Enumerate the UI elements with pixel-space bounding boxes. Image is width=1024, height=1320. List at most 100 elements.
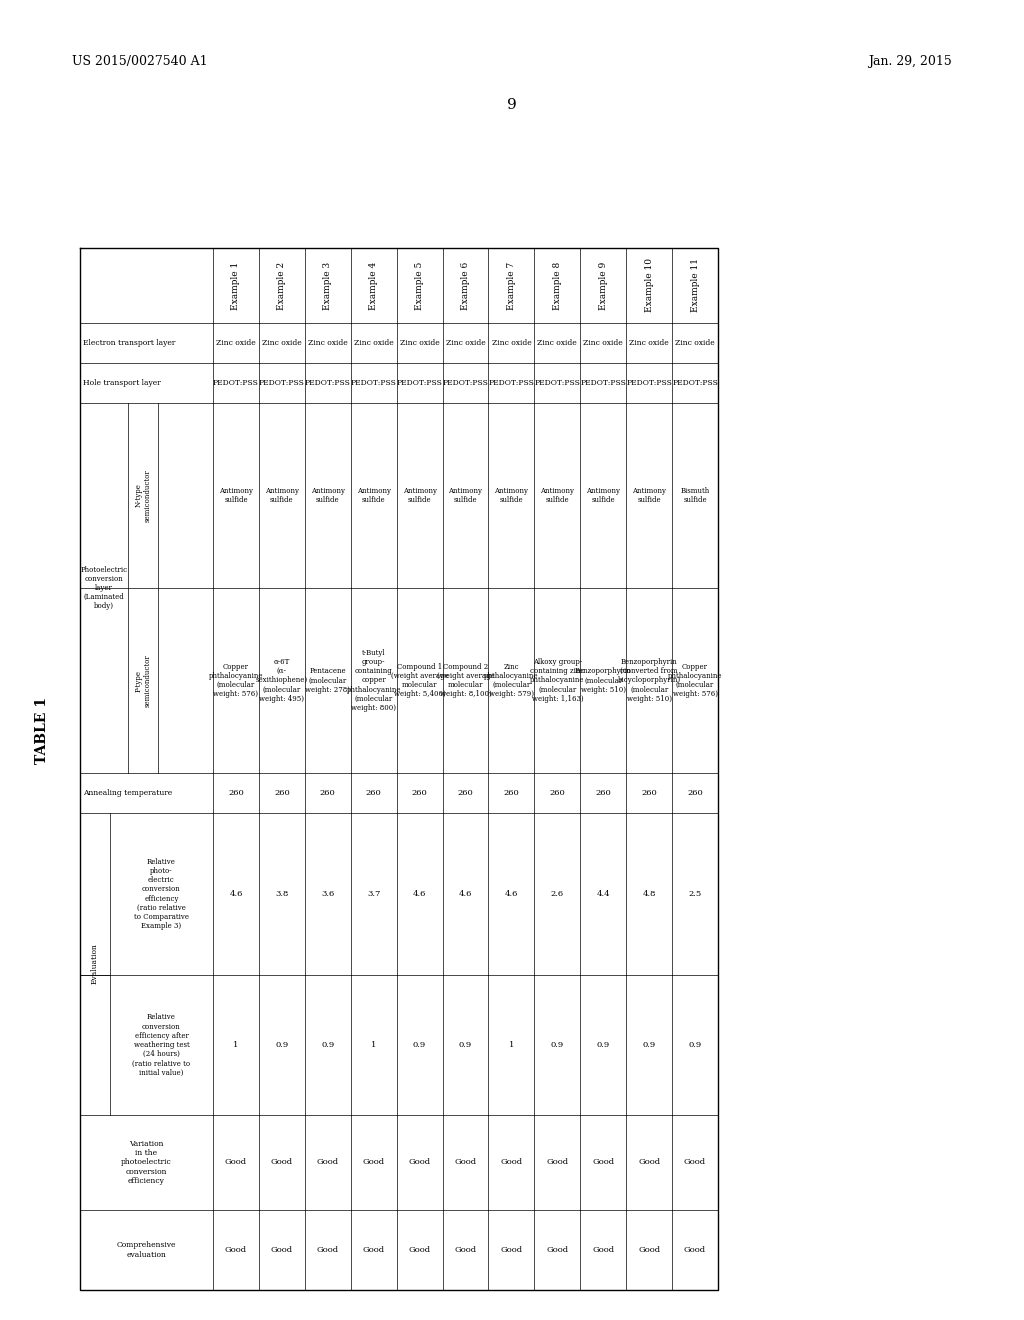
Text: PEDOT:PSS: PEDOT:PSS <box>488 379 535 387</box>
Text: Copper
phthalocyanine
(molecular
weight: 576): Copper phthalocyanine (molecular weight:… <box>209 663 263 698</box>
Text: PEDOT:PSS: PEDOT:PSS <box>535 379 581 387</box>
Text: Good: Good <box>638 1159 660 1167</box>
Text: 1: 1 <box>509 1041 514 1049</box>
Text: 0.9: 0.9 <box>459 1041 472 1049</box>
Text: PEDOT:PSS: PEDOT:PSS <box>442 379 488 387</box>
Text: 0.9: 0.9 <box>413 1041 426 1049</box>
Text: Evaluation: Evaluation <box>91 944 99 985</box>
Text: Good: Good <box>455 1159 476 1167</box>
Text: Zinc oxide: Zinc oxide <box>308 339 347 347</box>
Text: 4.6: 4.6 <box>413 890 426 898</box>
Text: Comprehensive
evaluation: Comprehensive evaluation <box>117 1241 176 1258</box>
Text: 0.9: 0.9 <box>275 1041 289 1049</box>
Text: PEDOT:PSS: PEDOT:PSS <box>581 379 626 387</box>
Text: Compound 2
(weight average
molecular
weight: 8,100): Compound 2 (weight average molecular wei… <box>436 663 495 698</box>
Text: PEDOT:PSS: PEDOT:PSS <box>396 379 442 387</box>
Text: Antimony
sulfide: Antimony sulfide <box>265 487 299 504</box>
Text: Good: Good <box>409 1246 431 1254</box>
Text: Copper
phthalocyanine
(molecular
weight: 576): Copper phthalocyanine (molecular weight:… <box>668 663 722 698</box>
Text: PEDOT:PSS: PEDOT:PSS <box>627 379 672 387</box>
Text: Good: Good <box>316 1246 339 1254</box>
Text: Good: Good <box>362 1246 385 1254</box>
Text: Example 2: Example 2 <box>278 261 287 310</box>
Text: Example 10: Example 10 <box>645 259 653 313</box>
Text: Benzoporphyrin
(converted from
bicycloporphyrin)
(molecular
weight: 510): Benzoporphyrin (converted from bicyclopo… <box>617 659 681 702</box>
Text: Antimony
sulfide: Antimony sulfide <box>541 487 574 504</box>
Text: α-6T
(α-
sexithiophene)
(molecular
weight: 495): α-6T (α- sexithiophene) (molecular weigh… <box>256 659 308 702</box>
Text: Zinc oxide: Zinc oxide <box>354 339 393 347</box>
Text: Antimony
sulfide: Antimony sulfide <box>495 487 528 504</box>
Text: N-type
semiconductor: N-type semiconductor <box>134 469 152 521</box>
Text: Jan. 29, 2015: Jan. 29, 2015 <box>868 55 952 69</box>
Text: Good: Good <box>592 1246 614 1254</box>
Text: PEDOT:PSS: PEDOT:PSS <box>213 379 259 387</box>
Text: Example 6: Example 6 <box>461 261 470 310</box>
Text: Hole transport layer: Hole transport layer <box>83 379 161 387</box>
Text: Zinc oxide: Zinc oxide <box>630 339 669 347</box>
Text: Antimony
sulfide: Antimony sulfide <box>219 487 253 504</box>
Text: Zinc oxide: Zinc oxide <box>584 339 623 347</box>
Text: PEDOT:PSS: PEDOT:PSS <box>672 379 718 387</box>
Text: Good: Good <box>316 1159 339 1167</box>
Text: Photoelectric
conversion
layer
(Laminated
body): Photoelectric conversion layer (Laminate… <box>81 565 128 610</box>
Text: Good: Good <box>638 1246 660 1254</box>
Text: Good: Good <box>362 1159 385 1167</box>
Text: 260: 260 <box>641 789 657 797</box>
Text: Zinc oxide: Zinc oxide <box>399 339 439 347</box>
Text: Relative
conversion
efficiency after
weathering test
(24 hours)
(ratio relative : Relative conversion efficiency after wea… <box>132 1014 190 1077</box>
Text: 2.5: 2.5 <box>688 890 701 898</box>
Text: Compound 1
(weight average
molecular
weight: 5,400): Compound 1 (weight average molecular wei… <box>391 663 449 698</box>
Text: Antimony
sulfide: Antimony sulfide <box>310 487 345 504</box>
Text: Example 3: Example 3 <box>324 261 332 310</box>
Text: 2.6: 2.6 <box>551 890 564 898</box>
Text: Good: Good <box>592 1159 614 1167</box>
Text: Annealing temperature: Annealing temperature <box>83 789 172 797</box>
Text: Zinc oxide: Zinc oxide <box>216 339 256 347</box>
Text: 260: 260 <box>412 789 427 797</box>
Text: Zinc oxide: Zinc oxide <box>262 339 302 347</box>
Text: Antimony
sulfide: Antimony sulfide <box>402 487 436 504</box>
Text: 4.4: 4.4 <box>596 890 610 898</box>
Text: Good: Good <box>501 1159 522 1167</box>
Text: 0.9: 0.9 <box>642 1041 655 1049</box>
Text: Zinc oxide: Zinc oxide <box>492 339 531 347</box>
Text: Alkoxy group-
containing zinc
phthalocyanine
(molecular
weight: 1,163): Alkoxy group- containing zinc phthalocya… <box>530 659 585 702</box>
Text: 4.6: 4.6 <box>505 890 518 898</box>
Text: 260: 260 <box>366 789 382 797</box>
Text: 4.6: 4.6 <box>459 890 472 898</box>
Text: Example 4: Example 4 <box>370 261 378 310</box>
Text: 260: 260 <box>595 789 611 797</box>
Text: 0.9: 0.9 <box>597 1041 610 1049</box>
Text: PEDOT:PSS: PEDOT:PSS <box>351 379 396 387</box>
Text: Electron transport layer: Electron transport layer <box>83 339 175 347</box>
Text: 3.8: 3.8 <box>275 890 289 898</box>
Text: 260: 260 <box>228 789 244 797</box>
Text: 260: 260 <box>319 789 336 797</box>
Text: Antimony
sulfide: Antimony sulfide <box>586 487 621 504</box>
Text: US 2015/0027540 A1: US 2015/0027540 A1 <box>72 55 208 69</box>
Text: Zinc oxide: Zinc oxide <box>445 339 485 347</box>
Text: Bismuth
sulfide: Bismuth sulfide <box>680 487 710 504</box>
Text: Example 9: Example 9 <box>599 261 607 310</box>
Text: Relative
photo-
electric
conversion
efficiency
(ratio relative
to Comparative
Ex: Relative photo- electric conversion effi… <box>134 858 189 931</box>
Text: Good: Good <box>684 1159 707 1167</box>
Text: 9: 9 <box>507 98 517 112</box>
Text: 260: 260 <box>550 789 565 797</box>
Text: Good: Good <box>270 1159 293 1167</box>
Text: Zinc oxide: Zinc oxide <box>538 339 578 347</box>
Text: TABLE 1: TABLE 1 <box>35 697 49 763</box>
Text: 0.9: 0.9 <box>322 1041 335 1049</box>
Text: 260: 260 <box>458 789 473 797</box>
Text: 1: 1 <box>233 1041 239 1049</box>
Text: Example 11: Example 11 <box>690 259 699 313</box>
Text: P-type
semiconductor: P-type semiconductor <box>134 655 152 708</box>
Text: 260: 260 <box>504 789 519 797</box>
Text: 3.7: 3.7 <box>367 890 380 898</box>
Text: 0.9: 0.9 <box>688 1041 701 1049</box>
Text: 260: 260 <box>687 789 702 797</box>
Text: Good: Good <box>225 1159 247 1167</box>
Text: PEDOT:PSS: PEDOT:PSS <box>259 379 305 387</box>
Text: Variation
in the
photoelectric
conversion
efficiency: Variation in the photoelectric conversio… <box>121 1140 172 1185</box>
Text: 0.9: 0.9 <box>551 1041 564 1049</box>
Text: Good: Good <box>546 1159 568 1167</box>
